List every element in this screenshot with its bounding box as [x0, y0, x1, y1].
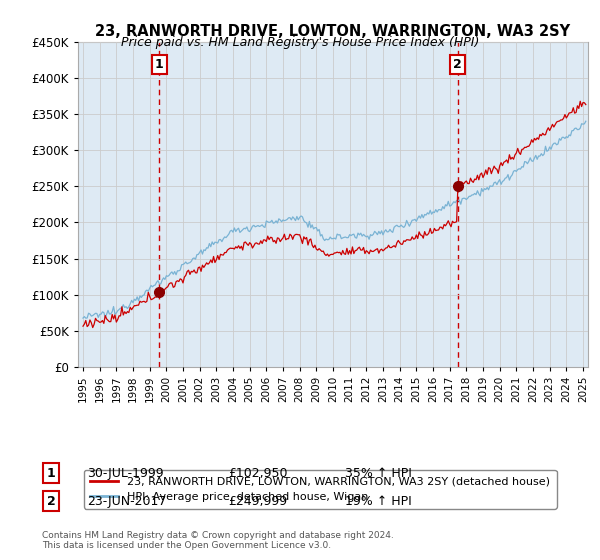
Text: £249,999: £249,999 — [228, 494, 287, 508]
Text: 1: 1 — [47, 466, 55, 480]
Text: 2: 2 — [453, 58, 462, 71]
Text: 23-JUN-2017: 23-JUN-2017 — [87, 494, 166, 508]
Text: Price paid vs. HM Land Registry's House Price Index (HPI): Price paid vs. HM Land Registry's House … — [121, 36, 479, 49]
Text: 2: 2 — [47, 494, 55, 508]
Text: Contains HM Land Registry data © Crown copyright and database right 2024.
This d: Contains HM Land Registry data © Crown c… — [42, 531, 394, 550]
Text: 1: 1 — [155, 58, 164, 71]
Text: £102,950: £102,950 — [228, 466, 287, 480]
Title: 23, RANWORTH DRIVE, LOWTON, WARRINGTON, WA3 2SY: 23, RANWORTH DRIVE, LOWTON, WARRINGTON, … — [95, 25, 571, 39]
Text: 19% ↑ HPI: 19% ↑ HPI — [345, 494, 412, 508]
Text: 35% ↑ HPI: 35% ↑ HPI — [345, 466, 412, 480]
Legend: 23, RANWORTH DRIVE, LOWTON, WARRINGTON, WA3 2SY (detached house), HPI: Average p: 23, RANWORTH DRIVE, LOWTON, WARRINGTON, … — [83, 470, 557, 508]
Text: 30-JUL-1999: 30-JUL-1999 — [87, 466, 164, 480]
